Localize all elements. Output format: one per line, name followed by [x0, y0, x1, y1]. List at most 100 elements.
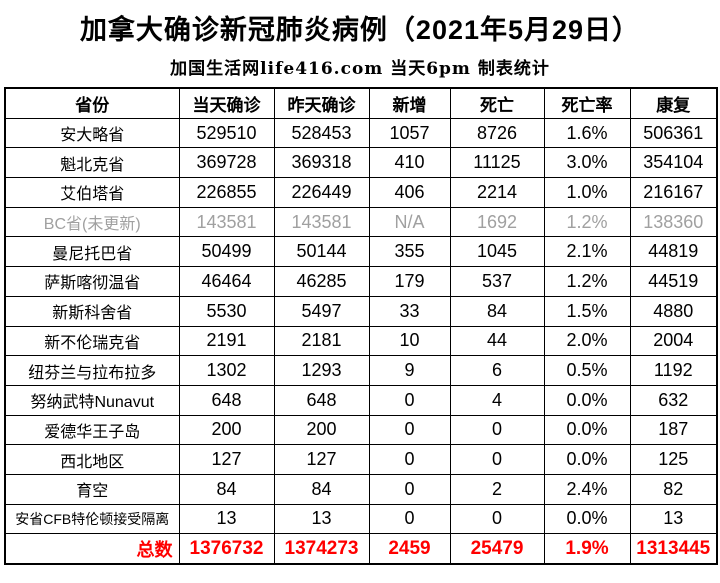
total-label: 总数	[4, 533, 180, 565]
cell-province: 纽芬兰与拉布拉多	[4, 355, 180, 386]
total-yesterday-confirmed: 1374273	[273, 533, 370, 565]
cell-deaths: 1045	[449, 236, 545, 268]
total-death-rate: 1.9%	[543, 533, 631, 565]
cell-new-cases: 33	[368, 295, 451, 327]
cell-death-rate: 2.4%	[543, 473, 631, 505]
cell-deaths: 6	[449, 355, 545, 386]
cell-yesterday-confirmed: 127	[273, 444, 370, 475]
cell-province: 曼尼托巴省	[4, 236, 180, 268]
cell-new-cases: N/A	[368, 206, 451, 238]
cell-deaths: 4	[449, 384, 545, 416]
cell-today-confirmed: 369728	[178, 147, 275, 179]
cell-recovered: 187	[629, 414, 718, 446]
cell-yesterday-confirmed: 2181	[273, 325, 370, 357]
header-row: 省份 当天确诊 昨天确诊 新增 死亡 死亡率 康复	[4, 87, 718, 119]
cell-today-confirmed: 84	[178, 473, 275, 505]
cell-yesterday-confirmed: 528453	[273, 117, 370, 149]
cell-today-confirmed: 529510	[178, 117, 275, 149]
cell-new-cases: 179	[368, 266, 451, 297]
cell-recovered: 4880	[629, 295, 718, 327]
cell-death-rate: 0.0%	[543, 384, 631, 416]
cell-deaths: 0	[449, 414, 545, 446]
cell-province: 西北地区	[4, 444, 180, 475]
cell-today-confirmed: 13	[178, 503, 275, 535]
cell-deaths: 537	[449, 266, 545, 297]
cell-death-rate: 0.0%	[543, 414, 631, 446]
cell-death-rate: 0.5%	[543, 355, 631, 386]
cell-yesterday-confirmed: 5497	[273, 295, 370, 327]
table-row-new-brunswick: 新不伦瑞克省 2191 2181 10 44 2.0% 2004	[4, 325, 718, 357]
cell-today-confirmed: 1302	[178, 355, 275, 386]
cell-deaths: 44	[449, 325, 545, 357]
cell-province: 育空	[4, 473, 180, 505]
cell-province: 萨斯喀彻温省	[4, 266, 180, 297]
cell-deaths: 0	[449, 503, 545, 535]
cell-new-cases: 1057	[368, 117, 451, 149]
cell-recovered: 1192	[629, 355, 718, 386]
cell-recovered: 125	[629, 444, 718, 475]
page-title: 加拿大确诊新冠肺炎病例（2021年5月29日）	[79, 15, 641, 45]
table-row-saskatchewan: 萨斯喀彻温省 46464 46285 179 537 1.2% 44519	[4, 266, 718, 297]
cell-recovered: 138360	[629, 206, 718, 238]
cell-yesterday-confirmed: 1293	[273, 355, 370, 386]
covid-stats-table: 省份 当天确诊 昨天确诊 新增 死亡 死亡率 康复 安大略省 529510 52…	[4, 87, 718, 565]
cell-new-cases: 406	[368, 177, 451, 208]
table-row-alberta: 艾伯塔省 226855 226449 406 2214 1.0% 216167	[4, 177, 718, 208]
cell-today-confirmed: 648	[178, 384, 275, 416]
table-row-nunavut: 努纳武特Nunavut 648 648 0 4 0.0% 632	[4, 384, 718, 416]
cell-recovered: 44519	[629, 266, 718, 297]
cell-province: BC省(未更新)	[4, 206, 180, 238]
cell-yesterday-confirmed: 84	[273, 473, 370, 505]
column-header-new-cases: 新增	[368, 87, 451, 119]
cell-recovered: 13	[629, 503, 718, 535]
cell-new-cases: 0	[368, 473, 451, 505]
column-header-death-rate: 死亡率	[543, 87, 631, 119]
table-row-newfoundland-labrador: 纽芬兰与拉布拉多 1302 1293 9 6 0.5% 1192	[4, 355, 718, 386]
column-header-yesterday-confirmed: 昨天确诊	[273, 87, 370, 119]
cell-recovered: 354104	[629, 147, 718, 179]
cell-province: 努纳武特Nunavut	[4, 384, 180, 416]
cell-deaths: 0	[449, 444, 545, 475]
cell-province: 安省CFB特伦顿接受隔离	[4, 503, 180, 535]
cell-death-rate: 1.5%	[543, 295, 631, 327]
cell-death-rate: 1.2%	[543, 206, 631, 238]
total-row: 总数 1376732 1374273 2459 25479 1.9% 13134…	[4, 533, 718, 565]
cell-yesterday-confirmed: 226449	[273, 177, 370, 208]
table-row-northwest-territories: 西北地区 127 127 0 0 0.0% 125	[4, 444, 718, 475]
cell-new-cases: 9	[368, 355, 451, 386]
cell-province: 安大略省	[4, 117, 180, 149]
cell-province: 爱德华王子岛	[4, 414, 180, 446]
cell-recovered: 44819	[629, 236, 718, 268]
cell-province: 魁北克省	[4, 147, 180, 179]
cell-yesterday-confirmed: 50144	[273, 236, 370, 268]
cell-death-rate: 0.0%	[543, 503, 631, 535]
cell-deaths: 2	[449, 473, 545, 505]
cell-new-cases: 0	[368, 414, 451, 446]
cell-today-confirmed: 50499	[178, 236, 275, 268]
cell-death-rate: 2.1%	[543, 236, 631, 268]
cell-new-cases: 410	[368, 147, 451, 179]
cell-death-rate: 1.0%	[543, 177, 631, 208]
cell-today-confirmed: 127	[178, 444, 275, 475]
cell-yesterday-confirmed: 648	[273, 384, 370, 416]
table-row-manitoba: 曼尼托巴省 50499 50144 355 1045 2.1% 44819	[4, 236, 718, 268]
column-header-deaths: 死亡	[449, 87, 545, 119]
cell-province: 新斯科舍省	[4, 295, 180, 327]
cell-recovered: 216167	[629, 177, 718, 208]
table-row-nova-scotia: 新斯科舍省 5530 5497 33 84 1.5% 4880	[4, 295, 718, 327]
total-recovered: 1313445	[629, 533, 718, 565]
cell-death-rate: 3.0%	[543, 147, 631, 179]
total-new-cases: 2459	[368, 533, 451, 565]
column-header-recovered: 康复	[629, 87, 718, 119]
cell-new-cases: 0	[368, 384, 451, 416]
table-row-yukon: 育空 84 84 0 2 2.4% 82	[4, 473, 718, 505]
cell-deaths: 11125	[449, 147, 545, 179]
cell-province: 新不伦瑞克省	[4, 325, 180, 357]
column-header-province: 省份	[4, 87, 180, 119]
cell-death-rate: 2.0%	[543, 325, 631, 357]
table-row-prince-edward-island: 爱德华王子岛 200 200 0 0 0.0% 187	[4, 414, 718, 446]
cell-new-cases: 0	[368, 444, 451, 475]
cell-deaths: 84	[449, 295, 545, 327]
cell-deaths: 8726	[449, 117, 545, 149]
total-today-confirmed: 1376732	[178, 533, 275, 565]
